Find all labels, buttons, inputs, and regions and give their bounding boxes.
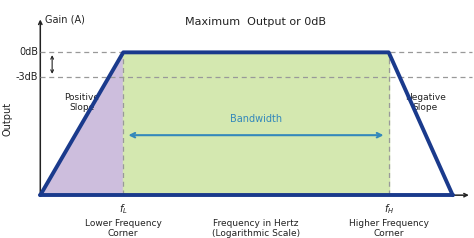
- Polygon shape: [123, 52, 389, 195]
- Text: Frequency in Hertz
(Logarithmic Scale): Frequency in Hertz (Logarithmic Scale): [212, 219, 300, 238]
- Text: -3dB: -3dB: [16, 72, 38, 82]
- Text: Negative
Slope: Negative Slope: [405, 93, 446, 112]
- Text: $f_H$: $f_H$: [383, 202, 394, 216]
- Polygon shape: [389, 52, 453, 195]
- Polygon shape: [40, 52, 123, 195]
- Text: 0dB: 0dB: [19, 47, 38, 57]
- Text: Maximum  Output or 0dB: Maximum Output or 0dB: [185, 17, 327, 27]
- Text: Positive
Slope: Positive Slope: [64, 93, 99, 112]
- Text: $f_L$: $f_L$: [119, 202, 128, 216]
- Text: Lower Frequency
Corner: Lower Frequency Corner: [85, 219, 162, 238]
- Text: Bandwidth: Bandwidth: [230, 114, 282, 124]
- Text: Output: Output: [2, 102, 12, 136]
- Text: Higher Frequency
Corner: Higher Frequency Corner: [349, 219, 428, 238]
- Text: Gain (A): Gain (A): [45, 14, 85, 24]
